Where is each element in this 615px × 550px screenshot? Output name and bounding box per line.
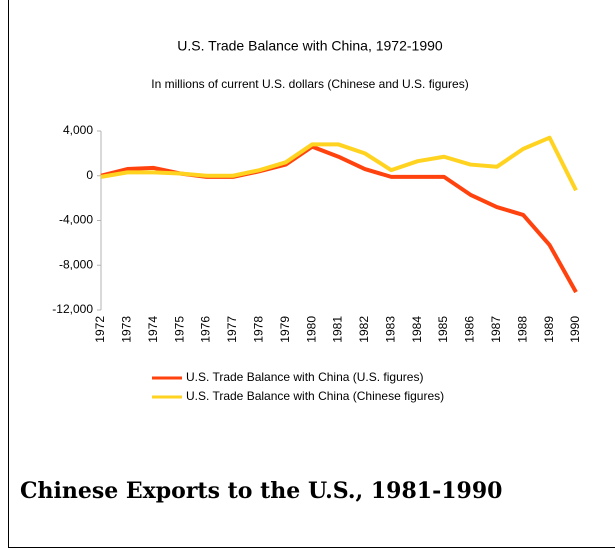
x-tick-label: 1975 xyxy=(172,316,186,343)
x-tick-label: 1984 xyxy=(410,316,424,343)
x-tick-label: 1972 xyxy=(93,316,107,343)
x-tick-label: 1976 xyxy=(199,316,213,343)
x-tick-label: 1982 xyxy=(357,316,371,343)
x-tick-label: 1978 xyxy=(252,316,266,343)
series-line xyxy=(100,135,578,192)
x-tick-label: 1983 xyxy=(383,316,397,343)
x-tick-label: 1989 xyxy=(542,316,556,343)
x-tick-label: 1973 xyxy=(120,316,134,343)
legend-label: U.S. Trade Balance with China (Chinese f… xyxy=(186,389,444,403)
x-tick-label: 1977 xyxy=(225,316,239,343)
y-tick-label: -4,000 xyxy=(59,213,93,227)
x-tick-label: 1974 xyxy=(146,316,160,343)
section-heading: Chinese Exports to the U.S., 1981-1990 xyxy=(20,478,502,504)
x-tick-label: 1981 xyxy=(331,316,345,343)
x-tick-label: 1979 xyxy=(278,316,292,343)
x-tick-label: 1990 xyxy=(568,316,582,343)
series-line xyxy=(100,144,578,294)
x-tick-label: 1987 xyxy=(489,316,503,343)
chart-title: U.S. Trade Balance with China, 1972-1990 xyxy=(177,38,443,54)
x-tick-label: 1988 xyxy=(515,316,529,343)
x-tick-label: 1980 xyxy=(304,316,318,343)
chart-subtitle: In millions of current U.S. dollars (Chi… xyxy=(151,77,468,91)
y-tick-label: 4,000 xyxy=(63,123,93,137)
legend-label: U.S. Trade Balance with China (U.S. figu… xyxy=(186,370,423,384)
y-tick-label: -12,000 xyxy=(52,302,93,316)
y-tick-label: -8,000 xyxy=(59,257,93,271)
y-tick-label: 0 xyxy=(86,168,93,182)
x-tick-label: 1985 xyxy=(436,316,450,343)
x-tick-label: 1986 xyxy=(463,316,477,343)
